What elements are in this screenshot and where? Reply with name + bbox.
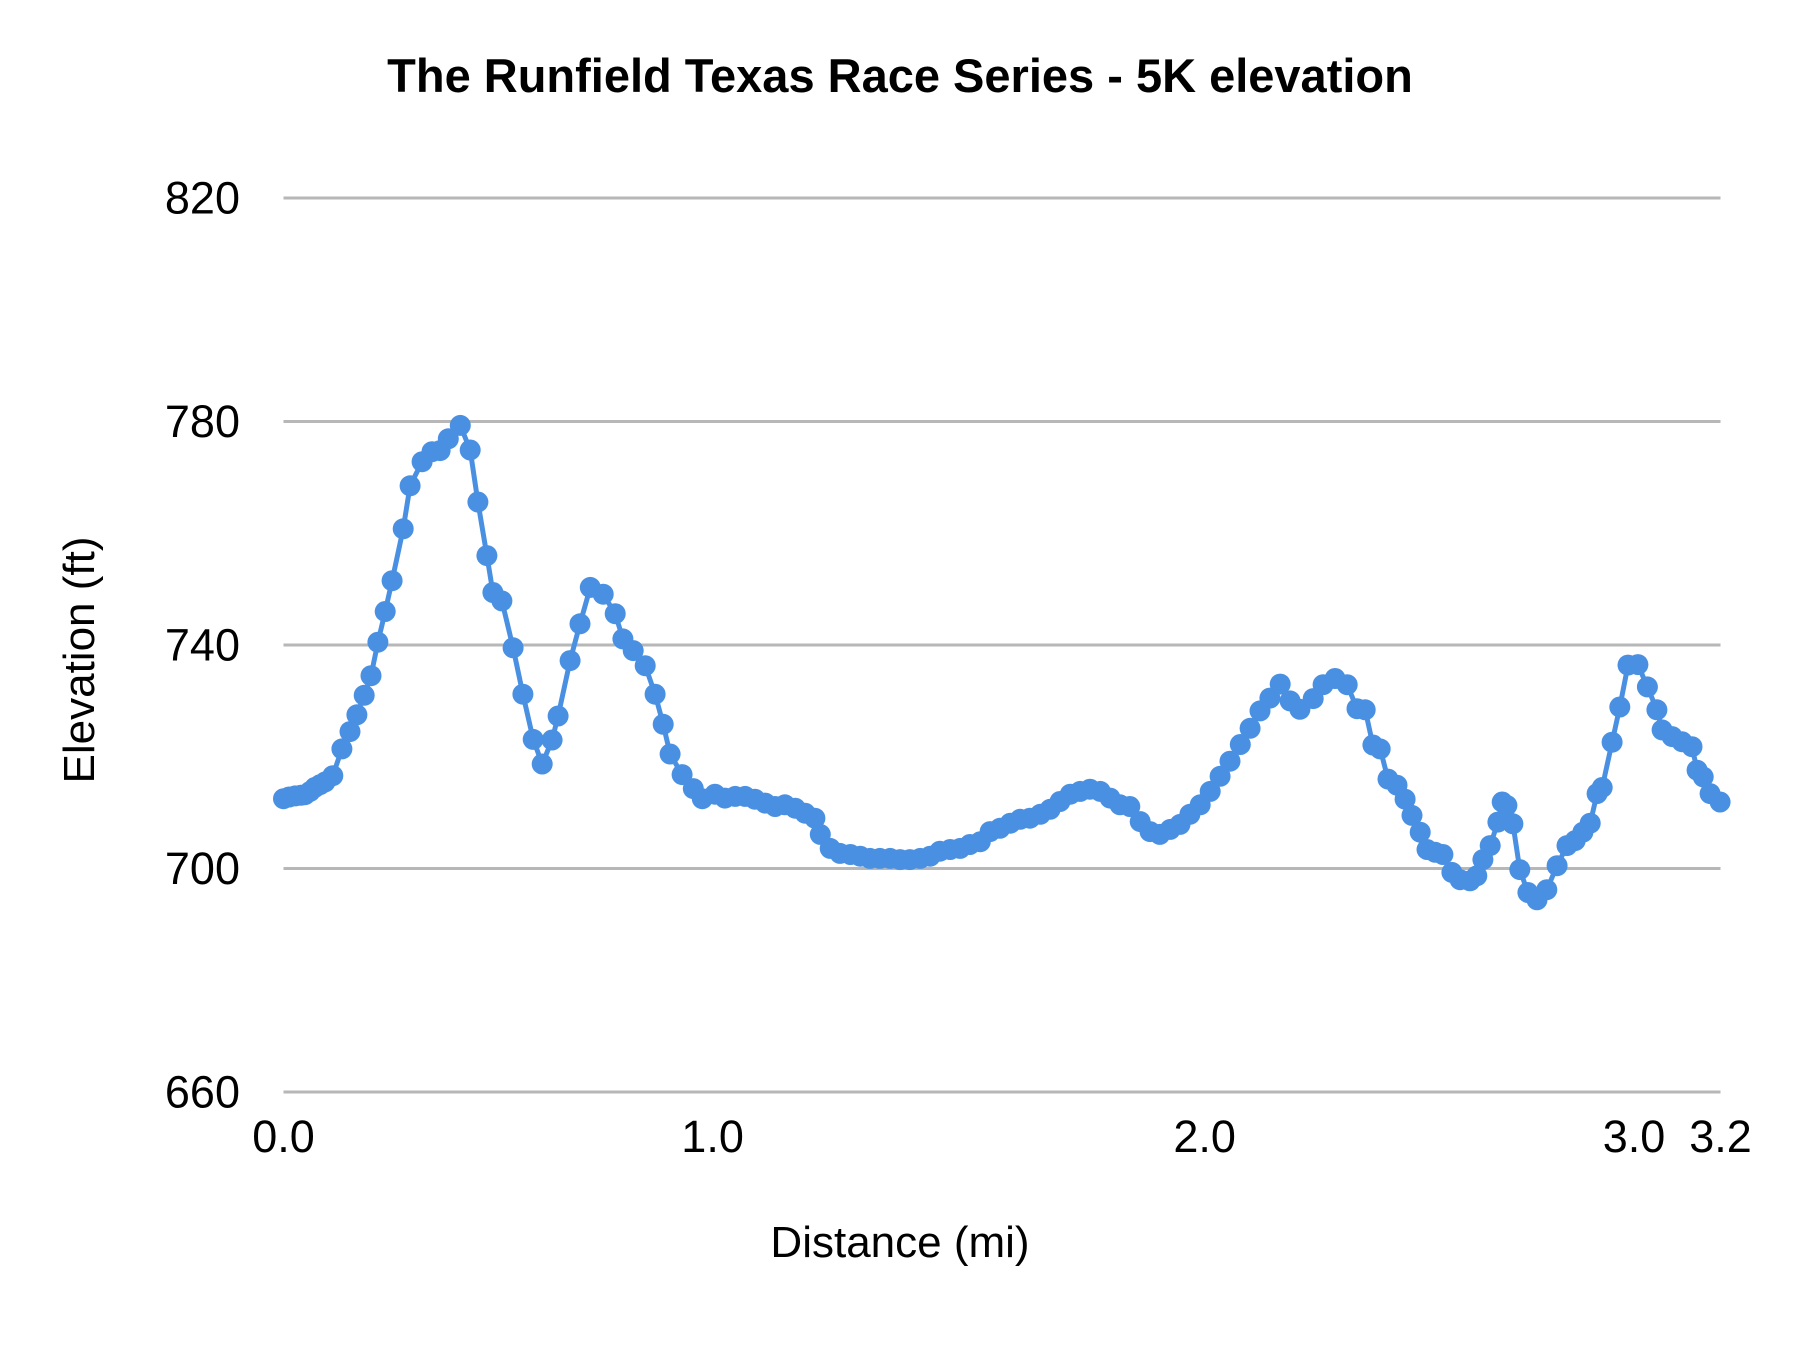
data-point-marker [491,590,513,612]
data-point-marker [502,637,524,659]
data-point-marker [1336,674,1358,696]
x-tick-label-1.0: 1.0 [681,1111,744,1162]
data-point-marker [360,665,382,687]
data-point-marker [1354,699,1376,721]
data-point-marker [1546,855,1568,877]
data-point-marker [1369,738,1391,760]
x-axis-title: Distance (mi) [770,1218,1030,1267]
data-point-marker [804,807,826,829]
data-point-marker [1394,788,1416,810]
data-point-marker [1209,765,1231,787]
data-point-marker [1591,777,1613,798]
data-point-marker [1229,734,1251,755]
y-axis-tick-labels: 660 700 740 780 820 [165,173,240,1118]
data-point-marker [1579,812,1601,834]
data-point-marker [1601,731,1623,753]
y-tick-label-780: 780 [165,396,240,447]
data-point-marker [353,684,375,706]
gridlines [283,196,1721,1094]
x-tick-label-2.0: 2.0 [1173,1111,1236,1162]
data-point-marker [1636,676,1658,698]
data-point-marker [547,705,569,727]
data-point-marker [346,704,368,726]
x-axis-tick-labels: 0.0 1.0 2.0 3.0 3.2 [252,1111,1752,1162]
data-point-marker [512,683,534,705]
data-point-marker [1681,736,1703,758]
data-point-marker [659,743,681,765]
data-point-marker [1502,813,1524,835]
data-point-marker [531,753,553,775]
data-point-marker [459,439,481,461]
data-point-marker [1432,844,1454,865]
x-tick-label-0.0: 0.0 [252,1111,315,1162]
data-point-marker [467,491,489,513]
data-point-marker [1401,804,1423,826]
data-point-marker [1692,766,1714,788]
data-point-marker [1199,780,1221,802]
data-point-marker [1646,699,1668,721]
y-tick-label-820: 820 [165,173,240,224]
data-point-marker [399,475,421,497]
data-point-marker [381,570,403,592]
data-point-marker [1509,859,1531,881]
data-point-marker [592,583,614,605]
data-point-marker [604,603,626,625]
data-point-marker [1627,654,1649,676]
y-tick-label-740: 740 [165,620,240,671]
data-point-marker [634,655,656,677]
data-point-marker [374,601,396,622]
data-point-marker [1609,696,1631,718]
data-point-marker [322,765,344,787]
elevation-series [273,414,1731,911]
data-point-marker [1466,865,1488,887]
data-point-marker [392,518,414,540]
data-point-marker [339,721,361,743]
data-point-marker [1536,879,1558,901]
data-point-marker [622,640,644,662]
data-point-marker [437,428,459,450]
data-point-marker [559,650,581,672]
data-point-marker [644,683,666,705]
data-point-marker [1479,835,1501,857]
chart-title: The Runfield Texas Race Series - 5K elev… [387,49,1413,102]
data-point-marker [1709,791,1731,813]
x-tick-label-3.2: 3.2 [1689,1111,1752,1162]
x-tick-label-3.0: 3.0 [1603,1111,1666,1162]
y-tick-label-700: 700 [165,843,240,894]
data-point-marker [652,713,674,735]
data-point-marker [1239,717,1261,739]
data-point-marker [1409,821,1431,843]
data-point-marker [671,764,693,786]
data-point-marker [1269,673,1291,695]
data-point-marker [1119,796,1141,817]
data-point-marker [449,414,471,436]
data-point-marker [476,545,498,567]
data-point-marker [569,613,591,635]
data-point-marker [522,728,544,750]
y-tick-label-660: 660 [165,1067,240,1118]
data-point-marker [1219,750,1241,772]
data-point-marker [367,631,389,653]
data-point-marker [1496,794,1518,816]
data-point-marker [541,729,563,751]
data-point-marker [331,738,353,760]
